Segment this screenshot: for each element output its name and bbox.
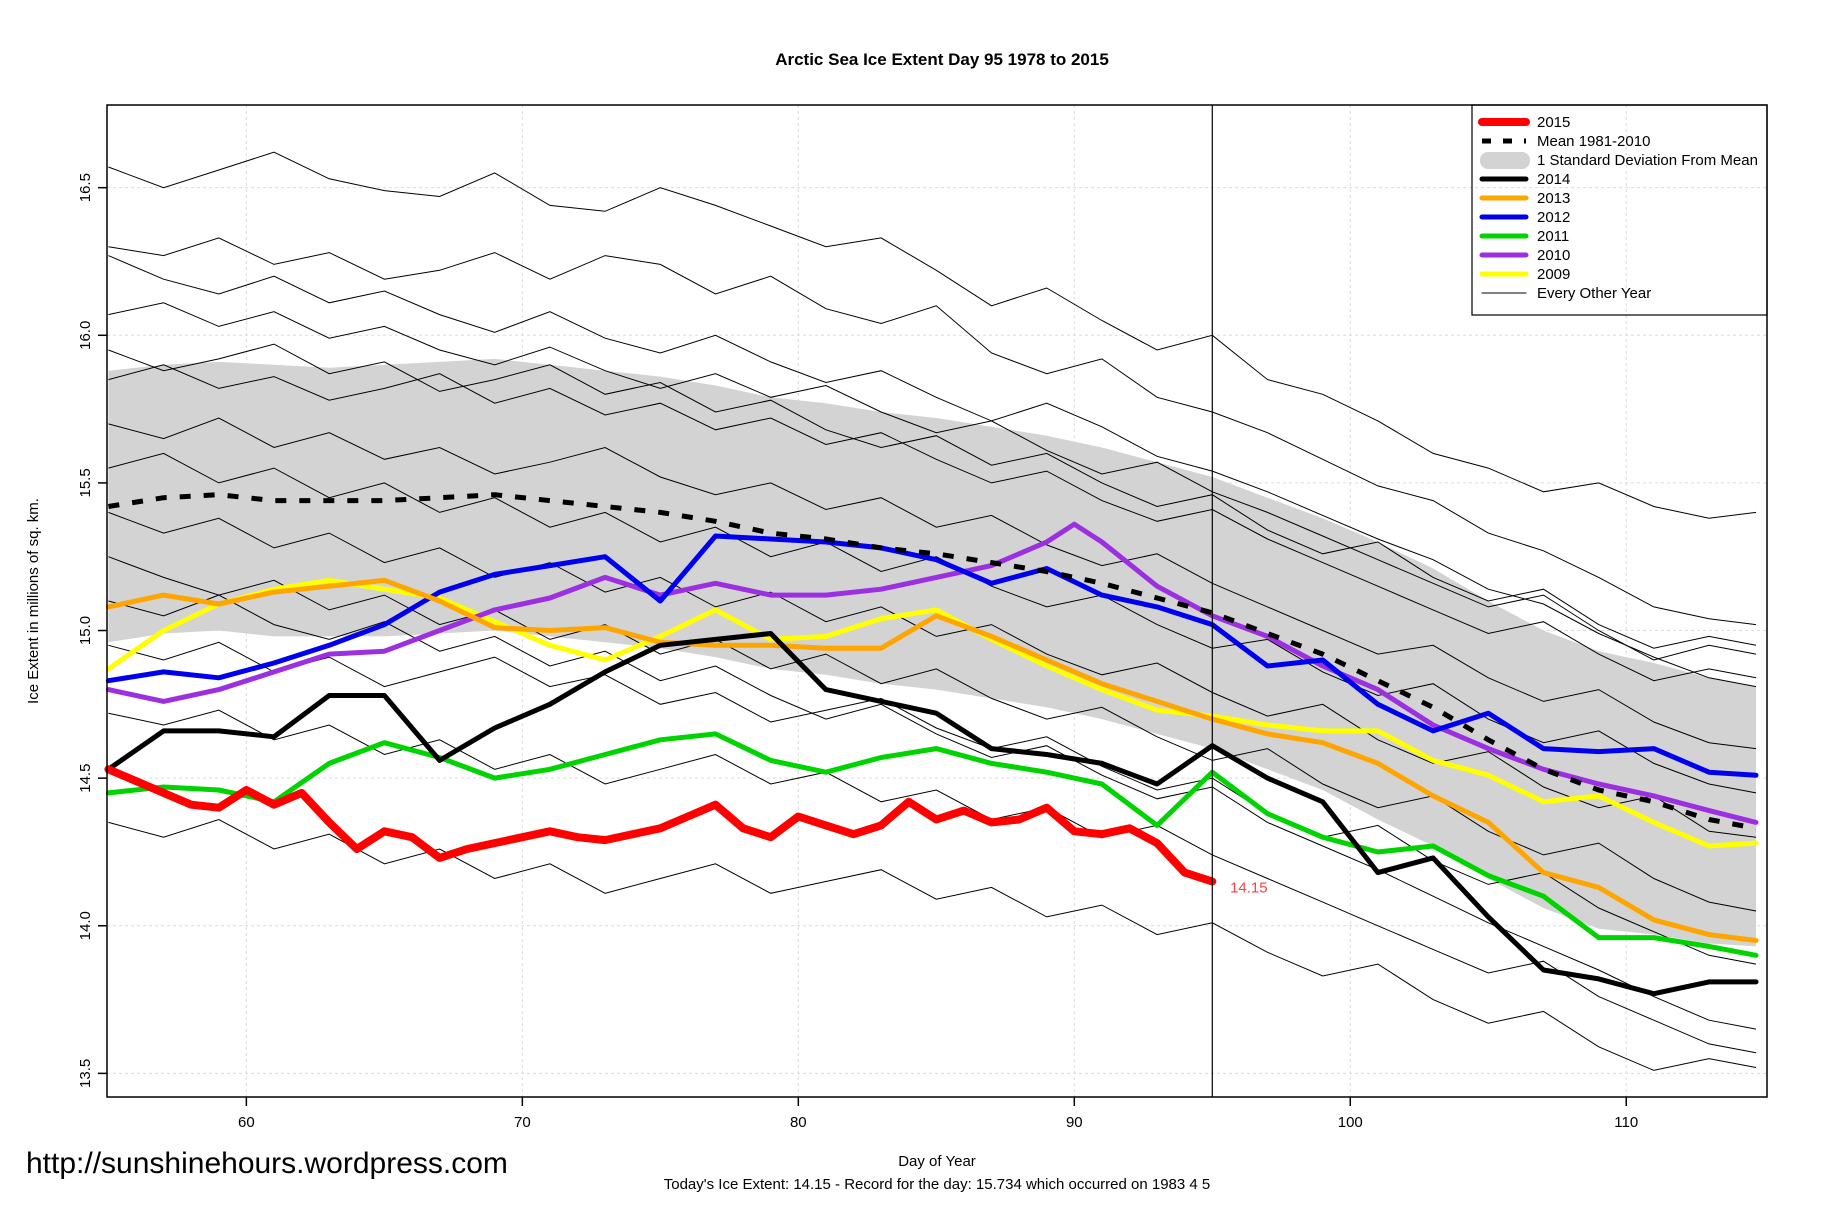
series-2014 (105, 631, 1759, 997)
series-mean-1981-2010 (108, 492, 1757, 831)
series-2013 (105, 577, 1759, 943)
legend-label: 1 Standard Deviation From Mean (1537, 152, 1758, 169)
other-year-line (108, 818, 1757, 1071)
other-year-line (108, 511, 1757, 838)
std-dev-band (108, 358, 1756, 947)
other-year-line (108, 237, 1757, 626)
other-year-line (108, 343, 1757, 649)
current-value-annotation: 14.15 (1230, 879, 1268, 896)
series-2011 (105, 731, 1759, 958)
legend-label: 2011 (1537, 228, 1569, 245)
legend-label: 2015 (1537, 114, 1570, 131)
other-year-line (108, 151, 1757, 519)
x-tick-label: 110 (1614, 1114, 1638, 1131)
legend-label: 2010 (1537, 247, 1570, 264)
y-tick-label: 16.5 (77, 173, 94, 202)
x-axis-title: Day of Year (898, 1153, 976, 1170)
other-year-line (108, 255, 1757, 688)
series-2009 (105, 577, 1759, 849)
other-year-line (108, 452, 1757, 794)
y-tick-label: 15.0 (77, 616, 94, 645)
series-2015 (104, 765, 1217, 886)
series-2012 (105, 533, 1759, 778)
y-tick-label: 14.0 (77, 911, 94, 940)
legend-label: 2013 (1537, 190, 1570, 207)
legend-label: 2009 (1537, 266, 1570, 283)
y-axis-title: Ice Extent in millions of sq. km. (25, 498, 42, 704)
x-tick-label: 90 (1066, 1114, 1083, 1131)
legend-box (1471, 104, 1768, 316)
other-year-line (108, 302, 1757, 661)
other-year-line (108, 417, 1757, 750)
legend-label: 2014 (1537, 171, 1570, 188)
other-year-line (108, 709, 1757, 1054)
other-year-line (108, 364, 1757, 682)
legend-label: 2012 (1537, 209, 1570, 226)
x-tick-label: 60 (238, 1114, 255, 1131)
x-tick-label: 100 (1338, 1114, 1363, 1131)
legend-label: Every Other Year (1537, 285, 1651, 302)
y-tick-label: 13.5 (77, 1059, 94, 1088)
y-tick-label: 15.5 (77, 468, 94, 497)
legend-swatch-band (1480, 152, 1530, 169)
legend-label: Mean 1981-2010 (1537, 133, 1650, 150)
y-tick-label: 16.0 (77, 321, 94, 350)
other-year-lines (108, 151, 1757, 1071)
y-tick-label: 14.5 (77, 764, 94, 793)
other-year-line (108, 641, 1757, 965)
chart-title: Arctic Sea Ice Extent Day 95 1978 to 201… (775, 50, 1109, 69)
x-tick-label: 80 (790, 1114, 807, 1131)
x-tick-label: 70 (514, 1114, 531, 1131)
legend: 2015 Mean 1981-2010 1 Standard Deviation F… (1471, 104, 1768, 316)
other-year-line (108, 556, 1757, 912)
source-url: http://sunshinehours.wordpress.com (26, 1147, 508, 1180)
plot-border (106, 104, 1768, 1098)
footer-status-text: Today's Ice Extent: 14.15 - Record for t… (663, 1176, 1211, 1193)
axes: 60 70 80 90 100 110 13.5 14.0 14.5 15.0 15.5 16.0 16… (77, 173, 1638, 1131)
